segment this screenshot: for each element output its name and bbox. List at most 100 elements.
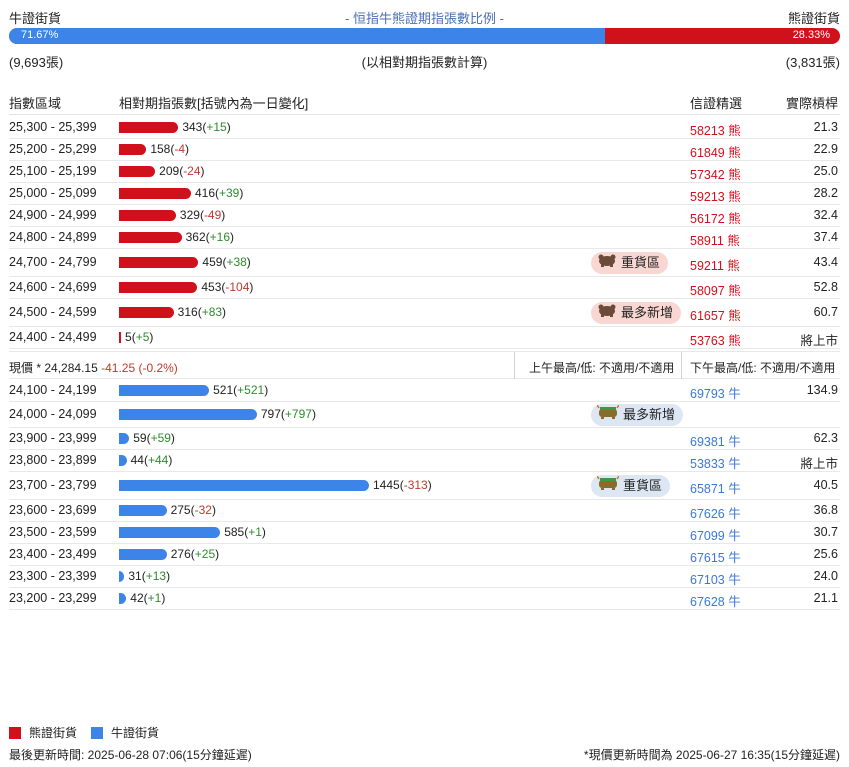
warrant-code-link[interactable]: 53833 牛 (690, 453, 741, 472)
warrant-type[interactable]: 熊 (728, 212, 741, 226)
volume-amount: 42(+1) (130, 591, 165, 605)
warrant-code-link[interactable]: 67615 牛 (690, 547, 741, 566)
warrant-code[interactable]: 61657 (690, 309, 725, 323)
table-row: 24,500 - 24,599 316(+83) 最多新增 61657 熊 60.7 (9, 299, 840, 327)
warrant-code-link[interactable]: 69793 牛 (690, 383, 741, 402)
volume-amount: 59(+59) (133, 431, 175, 445)
bull-badge: 最多新增 (591, 404, 684, 426)
volume-change: -24 (183, 164, 201, 178)
volume-change: +13 (145, 569, 167, 583)
warrant-code[interactable]: 53833 (690, 457, 725, 471)
warrant-code-link[interactable]: 67628 牛 (690, 591, 741, 610)
warrant-code-link[interactable]: 67103 牛 (690, 569, 741, 588)
legend: 熊證街貨 牛證街貨 (9, 724, 173, 741)
warrant-code[interactable]: 61849 (690, 146, 725, 160)
warrant-type[interactable]: 熊 (728, 284, 741, 298)
warrant-code-link[interactable]: 53763 熊 (690, 330, 741, 349)
warrant-type[interactable]: 熊 (728, 124, 741, 138)
bear-volume-bar (119, 307, 174, 318)
volume-change-open: ( (190, 503, 195, 517)
warrant-type[interactable]: 牛 (728, 507, 741, 521)
warrant-code[interactable]: 67615 (690, 551, 725, 565)
volume-change-close: ) (200, 164, 205, 178)
bull-volume-bar (119, 505, 167, 516)
warrant-code-link[interactable]: 65871 牛 (690, 478, 741, 497)
warrant-code-link[interactable]: 58097 熊 (690, 280, 741, 299)
warrant-type[interactable]: 牛 (728, 387, 741, 401)
index-range: 23,500 - 23,599 (9, 525, 97, 539)
index-range: 24,400 - 24,499 (9, 330, 97, 344)
warrant-type[interactable]: 牛 (728, 482, 741, 496)
volume-amount: 453(-104) (201, 280, 253, 294)
legend-bear-label: 熊證街貨 (29, 726, 78, 740)
legend-bull-swatch (91, 726, 104, 739)
warrant-type[interactable]: 熊 (728, 146, 741, 160)
warrant-code-link[interactable]: 57342 熊 (690, 164, 741, 183)
warrant-code[interactable]: 69381 (690, 435, 725, 449)
column-leverage: 實際槓桿 (785, 96, 838, 111)
warrant-code[interactable]: 67628 (690, 595, 725, 609)
warrant-code[interactable]: 59211 (690, 259, 724, 273)
warrant-code[interactable]: 58097 (690, 284, 725, 298)
warrant-code-link[interactable]: 67099 牛 (690, 525, 741, 544)
volume-change-open: ( (280, 407, 285, 421)
warrant-code[interactable]: 67103 (690, 573, 725, 587)
table-row: 25,200 - 25,299 158(-4) 61849 熊 22.9 (9, 139, 840, 161)
warrant-code[interactable]: 67626 (690, 507, 725, 521)
bull-volume-bar (119, 385, 210, 396)
warrant-code-link[interactable]: 58911 熊 (690, 230, 740, 249)
warrant-type[interactable]: 熊 (727, 234, 740, 248)
warrant-code-link[interactable]: 67626 牛 (690, 503, 741, 522)
warrant-type[interactable]: 牛 (728, 551, 741, 565)
volume-change-close: ) (211, 503, 216, 517)
warrant-code-link[interactable]: 58213 熊 (690, 120, 741, 139)
warrant-code-link[interactable]: 56172 熊 (690, 208, 741, 227)
warrant-type[interactable]: 牛 (728, 573, 741, 587)
warrant-type[interactable]: 熊 (728, 309, 741, 323)
warrant-code-link[interactable]: 59213 熊 (690, 186, 741, 205)
warrant-code-link[interactable]: 59211 熊 (690, 255, 740, 274)
warrant-type[interactable]: 牛 (728, 595, 741, 609)
warrant-code[interactable]: 57342 (690, 168, 725, 182)
warrant-type[interactable]: 熊 (727, 259, 740, 273)
warrant-type[interactable]: 牛 (728, 457, 741, 471)
bear-icon (597, 252, 617, 274)
table-header: 指數區域 相對期指張數[括號內為一日變化] 信證精選 實際槓桿 (9, 93, 840, 115)
volume-change-open: ( (170, 142, 175, 156)
volume-change-close: ) (246, 255, 251, 269)
warrant-code[interactable]: 58911 (690, 234, 724, 248)
bear-volume-bar (119, 332, 121, 343)
warrant-code[interactable]: 67099 (690, 529, 725, 543)
index-range: 24,500 - 24,599 (9, 305, 97, 319)
volume-change: -4 (174, 142, 186, 156)
volume-change-open: ( (199, 208, 204, 222)
warrant-code[interactable]: 59213 (690, 190, 725, 204)
warrant-code[interactable]: 58213 (690, 124, 725, 138)
warrant-code[interactable]: 69793 (690, 387, 725, 401)
effective-leverage: 25.6 (813, 547, 838, 561)
warrant-type[interactable]: 熊 (728, 168, 741, 182)
effective-leverage: 將上市 (800, 334, 838, 348)
warrant-type[interactable]: 牛 (728, 529, 741, 543)
warrant-code[interactable]: 53763 (690, 334, 725, 348)
warrant-code[interactable]: 56172 (690, 212, 725, 226)
bear-volume-bar (119, 122, 179, 133)
index-range: 25,200 - 25,299 (9, 142, 97, 156)
volume-amount: 31(+13) (128, 569, 170, 583)
warrant-code-link[interactable]: 61849 熊 (690, 142, 741, 161)
volume-change-close: ) (222, 305, 227, 319)
volume-value: 44 (130, 453, 144, 467)
volume-change: +797 (284, 407, 312, 421)
warrant-code-link[interactable]: 69381 牛 (690, 431, 741, 450)
volume-change: -32 (194, 503, 212, 517)
bull-outstanding-label: 牛證街貨 (9, 11, 62, 26)
warrant-type[interactable]: 牛 (728, 435, 741, 449)
effective-leverage: 25.0 (813, 164, 838, 178)
warrant-code[interactable]: 65871 (690, 482, 725, 496)
volume-amount: 797(+797) (261, 407, 316, 421)
warrant-type[interactable]: 熊 (728, 334, 741, 348)
warrant-code-link[interactable]: 61657 熊 (690, 305, 741, 324)
volume-amount: 5(+5) (125, 330, 153, 344)
volume-change-close: ) (311, 407, 316, 421)
warrant-type[interactable]: 熊 (728, 190, 741, 204)
